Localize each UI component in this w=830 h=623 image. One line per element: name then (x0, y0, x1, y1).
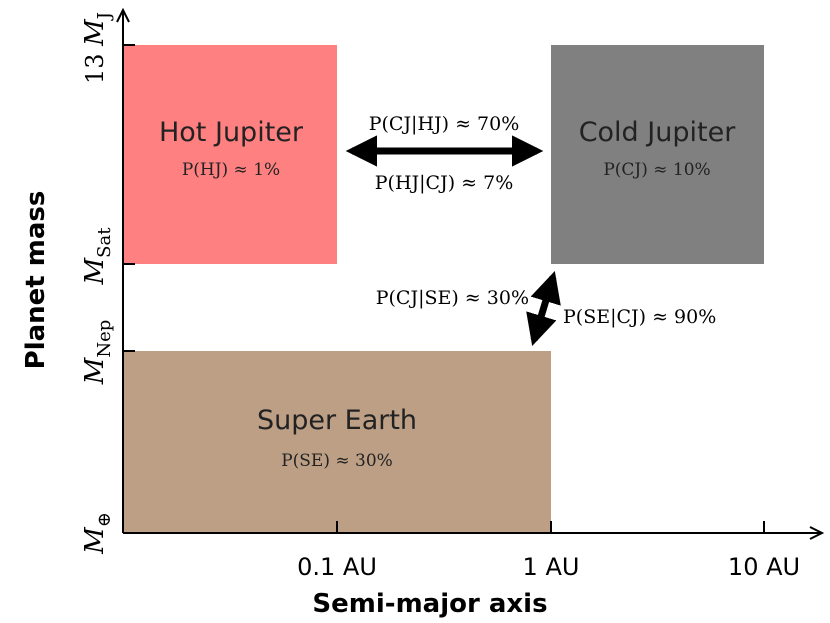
x-tick-label-2: 10 AU (728, 553, 800, 581)
x-tick-label-0: 0.1 AU (297, 553, 377, 581)
se-cj-double-arrow (526, 270, 561, 347)
cold-jupiter-label: Cold Jupiter (579, 117, 737, 148)
cold-jupiter-probability: P(CJ) ≈ 10% (603, 160, 710, 180)
axes (116, 7, 825, 540)
cj-given-se-label: P(CJ|SE) ≈ 30% (376, 287, 529, 309)
cold-jupiter-region (551, 45, 764, 264)
super-earth-probability: P(SE) ≈ 30% (281, 451, 393, 471)
y-ticks (123, 44, 135, 352)
super-earth-region (123, 351, 551, 533)
cj-given-hj-label: P(CJ|HJ) ≈ 70% (369, 113, 520, 135)
se-given-cj-label: P(SE|CJ) ≈ 90% (563, 306, 716, 328)
hot-jupiter-label: Hot Jupiter (159, 117, 304, 148)
super-earth-label: Super Earth (257, 405, 417, 436)
hot-jupiter-probability: P(HJ) ≈ 1% (182, 160, 280, 180)
y-axis-label: Planet mass (21, 191, 51, 370)
x-axis-label: Semi-major axis (312, 589, 547, 619)
y-tick-label-neptune: MNep (80, 320, 115, 386)
y-tick-label-earth: M⊕ (80, 512, 115, 555)
x-ticks (336, 521, 765, 533)
y-tick-label-saturn: MSat (80, 227, 115, 286)
x-tick-label-1: 1 AU (523, 553, 580, 581)
hj-given-cj-label: P(HJ|CJ) ≈ 7% (375, 172, 514, 194)
hot-jupiter-region (123, 45, 337, 264)
y-tick-label-jupiter: 13 MJ (80, 12, 115, 84)
